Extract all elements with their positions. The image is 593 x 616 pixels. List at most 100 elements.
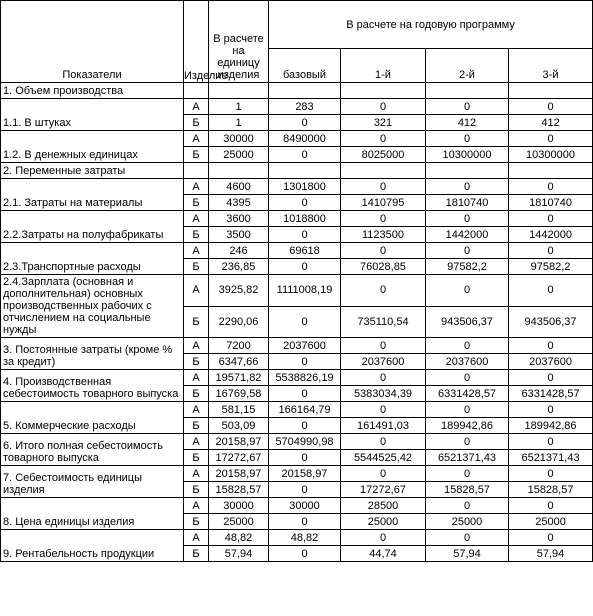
- data-row: 2.4.Зарплата (основная и дополнительная)…: [0, 274, 593, 338]
- value-cell: 30000: [268, 497, 341, 514]
- value-cell: 0: [268, 226, 341, 243]
- value-cell: 0: [507, 401, 593, 418]
- value-cell: 1810740: [507, 194, 593, 211]
- value-cell: 321: [340, 114, 426, 131]
- value-cell: 1123500: [340, 226, 426, 243]
- value-cell: 8490000: [268, 130, 341, 147]
- empty-cell: [268, 162, 341, 179]
- indicator-label: 1.2. В денежных единицах: [0, 130, 184, 163]
- value-cell: 0: [425, 210, 509, 227]
- value-cell: 0: [268, 513, 341, 530]
- value-cell: 189942,86: [425, 417, 509, 434]
- value-cell: 48,82: [268, 529, 341, 546]
- data-row: Б 1 0 321 412 412: [1, 114, 593, 131]
- value-cell: 0: [268, 258, 341, 275]
- product-code: Б: [183, 513, 209, 530]
- indicator-label: 2.4.Зарплата (основная и дополнительная)…: [0, 274, 184, 338]
- product-code: А: [183, 497, 209, 514]
- data-row: 3. Постоянные затраты (кроме % за кредит…: [0, 337, 593, 370]
- value-cell: 57,94: [507, 545, 593, 562]
- value-cell: 20158,97: [268, 465, 341, 482]
- value-cell: 0: [507, 242, 593, 259]
- value-cell: 0: [425, 98, 509, 115]
- empty-cell: [340, 82, 426, 99]
- product-code: А: [183, 433, 209, 450]
- value-cell: 3600: [208, 210, 269, 227]
- product-code: Б: [183, 545, 209, 562]
- value-cell: 30000: [208, 130, 269, 147]
- value-cell: 25000: [507, 513, 593, 530]
- data-row: 1.2. В денежных единицах А 30000 8490000 0 0 0: [0, 130, 593, 163]
- header-variant: 1-й: [340, 48, 426, 83]
- header-indicator: Показатели: [0, 0, 184, 83]
- empty-cell: [183, 82, 209, 99]
- value-cell: 6521371,43: [425, 449, 509, 466]
- value-cell: 0: [425, 433, 509, 450]
- value-cell: 17272,67: [340, 481, 426, 498]
- value-cell: 1111008,19: [268, 274, 341, 307]
- value-cell: 10300000: [425, 146, 509, 163]
- value-cell: 412: [425, 114, 509, 131]
- section-row: 1. Объем производства: [0, 82, 593, 99]
- header-variant: 2-й: [425, 48, 509, 83]
- value-cell: 5544525,42: [340, 449, 426, 466]
- empty-cell: [507, 162, 593, 179]
- value-cell: 1410795: [340, 194, 426, 211]
- empty-cell: [208, 82, 269, 99]
- product-code: Б: [183, 305, 209, 338]
- data-row: 8. Цена единицы изделия А 30000 30000 28500 0…: [0, 497, 593, 530]
- indicator-label: 3. Постоянные затраты (кроме % за кредит…: [0, 337, 184, 370]
- data-row: 1.1. В штуках А 1 283 0 0 0: [0, 98, 593, 131]
- value-cell: 0: [268, 385, 341, 402]
- product-code: Б: [183, 417, 209, 434]
- indicator-label: 2.1. Затраты на материалы: [0, 178, 184, 211]
- value-cell: 0: [507, 210, 593, 227]
- value-cell: 2037600: [425, 353, 509, 370]
- empty-cell: [425, 162, 509, 179]
- value-cell: 4395: [208, 194, 269, 211]
- value-cell: 0: [340, 98, 426, 115]
- value-cell: 0: [268, 353, 341, 370]
- value-cell: 3500: [208, 226, 269, 243]
- value-cell: 0: [268, 449, 341, 466]
- value-cell: 0: [268, 305, 341, 338]
- value-cell: 25000: [208, 513, 269, 530]
- value-cell: 283: [268, 98, 341, 115]
- data-row: 2.1. Затраты на материалы А 4600 1301800 0 0 0: [0, 178, 593, 211]
- value-cell: 0: [507, 274, 593, 307]
- value-cell: 943506,37: [507, 305, 593, 338]
- empty-cell: [507, 82, 593, 99]
- value-cell: 0: [425, 242, 509, 259]
- data-row: 2.3.Транспортные расходы А 246 69618 0 0 0: [0, 242, 593, 275]
- indicator-label: 1.1. В штуках: [0, 98, 184, 131]
- value-cell: 0: [340, 274, 426, 307]
- value-cell: 7200: [208, 337, 269, 354]
- value-cell: 57,94: [208, 545, 269, 562]
- value-cell: 25000: [208, 146, 269, 163]
- value-cell: 0: [507, 529, 593, 546]
- value-cell: 0: [425, 497, 509, 514]
- product-code: Б: [183, 449, 209, 466]
- indicator-label: 2.3.Транспортные расходы: [0, 242, 184, 275]
- data-row: Б 2290,06 0 735110,54 943506,37 943506,37: [1, 305, 593, 338]
- value-cell: 0: [507, 433, 593, 450]
- value-cell: 0: [340, 369, 426, 386]
- indicator-label: 4. Производственная себестоимость товарн…: [0, 369, 184, 402]
- indicator-label: 6. Итого полная себестоимость товарного …: [0, 433, 184, 466]
- product-code: Б: [183, 353, 209, 370]
- value-cell: 0: [507, 465, 593, 482]
- value-cell: 97582,2: [425, 258, 509, 275]
- value-cell: 44,74: [340, 545, 426, 562]
- value-cell: 0: [340, 337, 426, 354]
- empty-cell: [268, 82, 341, 99]
- value-cell: 15828,57: [425, 481, 509, 498]
- value-cell: 0: [340, 465, 426, 482]
- value-cell: 0: [340, 401, 426, 418]
- value-cell: 28500: [340, 497, 426, 514]
- header-variant: базовый: [268, 48, 341, 83]
- value-cell: 1810740: [425, 194, 509, 211]
- value-cell: 20158,97: [208, 465, 269, 482]
- value-cell: 97582,2: [507, 258, 593, 275]
- data-row: Б 236,85 0 76028,85 97582,2 97582,2: [1, 258, 593, 275]
- value-cell: 15828,57: [507, 481, 593, 498]
